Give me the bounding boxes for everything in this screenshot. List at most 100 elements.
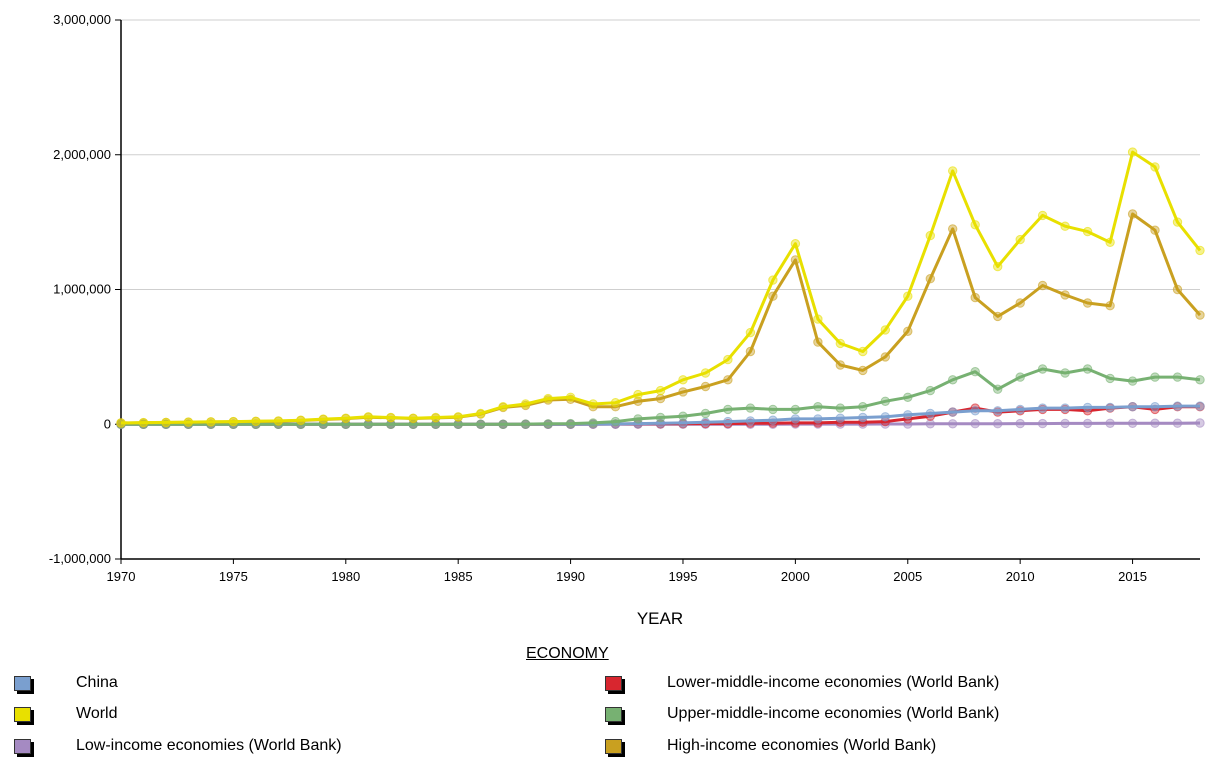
legend-label-upper-middle-income: Upper-middle-income economies (World Ban… [667,705,1000,722]
legend-item-lower-middle-income[interactable]: Lower-middle-income economies (World Ban… [605,674,999,692]
data-point [341,413,351,423]
legend-swatch-world [14,706,31,722]
x-axis-label: YEAR [637,609,683,628]
data-point [903,326,913,336]
data-point [925,385,935,396]
legend-item-upper-middle-income[interactable]: Upper-middle-income economies (World Ban… [605,705,999,723]
data-point [543,393,553,404]
data-point [813,314,823,324]
data-point [1150,372,1160,382]
data-point [925,419,935,429]
data-point [1195,245,1205,256]
data-point [161,417,171,428]
data-point [993,384,1003,394]
data-point [678,411,688,421]
data-point [1037,364,1048,374]
data-point [813,337,823,347]
data-point [1172,372,1183,382]
data-point [835,403,845,413]
legend-label-china: China [76,674,118,691]
data-point [948,375,958,385]
data-point [723,416,733,427]
legend-label-lower-middle-income: Lower-middle-income economies (World Ban… [667,674,1000,691]
data-point [1127,402,1138,412]
line-chart: 3,000,000 2,000,000 1,000,000 0 -1,000,000 19… [49,12,1205,628]
x-tick-label: 1985 [444,569,473,584]
x-tick-label: 2005 [893,569,922,584]
data-point [520,419,531,429]
data-point [858,346,868,357]
data-point [723,404,733,415]
data-point [835,360,845,370]
data-point [1105,402,1115,413]
data-point [700,368,711,378]
y-tick-label: -1,000,000 [49,551,111,566]
data-point [768,404,778,415]
data-point [948,419,958,429]
data-point [790,414,801,424]
data-point [1195,401,1205,411]
x-tick-label: 1970 [107,569,136,584]
legend-item-high-income[interactable]: High-income economies (World Bank) [605,737,936,755]
data-point [206,417,216,427]
data-point [1105,301,1115,311]
data-point [925,230,935,241]
data-point [790,404,801,415]
data-point [1195,375,1205,385]
data-point [1015,234,1025,245]
legend-item-world[interactable]: World [14,705,118,723]
axes: 3,000,000 2,000,000 1,000,000 0 -1,000,000 19… [49,12,1200,584]
data-point [228,416,239,427]
data-point [993,261,1003,272]
legend-item-low-income[interactable]: Low-income economies (World Bank) [14,737,342,755]
data-point [1082,226,1093,237]
x-tick-label: 1995 [669,569,698,584]
legend-swatch-low-income [14,738,31,754]
legend-swatch-upper-middle-income [605,706,622,722]
data-point [453,419,463,429]
data-point [1015,404,1025,415]
data-point [318,414,328,424]
series-lines [116,147,1205,429]
data-point [1127,147,1138,157]
data-point [1150,402,1160,412]
data-point [1172,284,1183,295]
y-tick-label: 2,000,000 [53,147,111,162]
x-tick-label: 1975 [219,569,248,584]
data-point [903,392,913,402]
data-point [813,402,823,412]
data-point [431,412,441,423]
data-point [386,419,396,429]
data-point [1082,298,1093,308]
y-tick-label: 1,000,000 [53,282,111,297]
data-point [880,396,890,406]
data-point [633,389,643,400]
data-point [138,417,149,428]
data-point [183,417,194,427]
x-tick-label: 2000 [781,569,810,584]
y-tick-label: 0 [104,416,111,431]
data-point [970,367,980,377]
data-point [431,419,441,429]
data-point [1037,418,1048,429]
data-point [1060,418,1070,429]
data-point [363,412,373,422]
data-point [723,354,733,365]
data-point [1060,403,1070,413]
data-point [1195,418,1205,428]
legend-swatch-high-income [605,738,622,754]
data-point [745,416,756,426]
data-point [1172,418,1183,428]
data-point [768,415,778,425]
data-point [633,396,643,406]
data-point [1015,372,1025,382]
data-point [116,418,126,428]
legend-item-china[interactable]: China [14,674,118,692]
data-point [880,352,890,362]
data-point [678,418,688,428]
data-point [498,402,508,412]
data-point [296,415,306,425]
data-point [655,393,666,404]
data-point [1060,290,1070,300]
